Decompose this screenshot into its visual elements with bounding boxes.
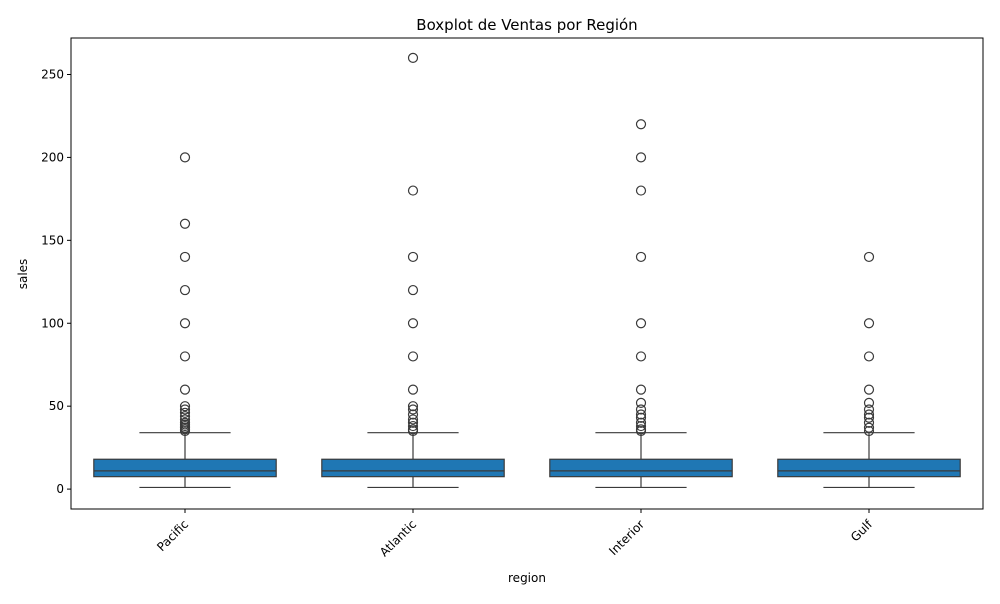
outlier-point — [635, 251, 647, 263]
outlier-point — [635, 119, 647, 130]
plot-frame — [70, 37, 984, 510]
x-axis-label: region — [508, 571, 546, 585]
outlier-point — [179, 218, 191, 229]
y-tick-label: 150 — [41, 233, 64, 247]
outlier-point — [407, 185, 419, 196]
outlier-point — [863, 397, 875, 408]
outlier-point — [635, 318, 647, 329]
outlier-point — [635, 185, 647, 196]
chart-title: Boxplot de Ventas por Región — [416, 16, 637, 34]
outlier-point — [407, 284, 419, 296]
outlier-point — [407, 409, 419, 420]
box-gulf — [777, 458, 961, 478]
x-tick-label: Interior — [606, 517, 647, 558]
outlier-point — [407, 414, 419, 425]
y-tick-label: 0 — [56, 482, 64, 496]
outlier-point — [179, 414, 191, 425]
outlier-point — [863, 404, 875, 415]
outlier-point — [863, 384, 875, 395]
y-tick-label: 50 — [49, 399, 64, 413]
y-axis-label: sales — [16, 259, 30, 290]
outlier-point — [635, 351, 647, 362]
outlier-point — [179, 351, 191, 362]
outlier-point — [863, 422, 875, 433]
x-tick-label: Pacific — [154, 517, 191, 554]
box-atlantic — [321, 458, 505, 478]
box-pacific — [93, 458, 277, 478]
outlier-point — [635, 424, 647, 435]
outlier-point — [863, 318, 875, 329]
x-tick-label: Atlantic — [377, 517, 419, 559]
y-tick-label: 250 — [41, 67, 64, 81]
outlier-point — [635, 397, 647, 408]
outlier-point — [407, 52, 419, 64]
outlier-point — [179, 417, 191, 428]
outlier-point — [179, 384, 191, 395]
x-tick-label: Gulf — [848, 517, 876, 545]
outlier-point — [635, 417, 647, 428]
outlier-point — [635, 152, 647, 163]
outlier-point — [179, 401, 191, 412]
outlier-point — [407, 424, 419, 435]
outlier-point — [635, 384, 647, 395]
outlier-point — [179, 284, 191, 296]
outlier-point — [635, 409, 647, 420]
outlier-point — [863, 351, 875, 362]
y-tick-label: 200 — [41, 150, 64, 164]
y-tick-label: 100 — [41, 316, 64, 330]
outlier-point — [863, 409, 875, 420]
outlier-point — [179, 251, 191, 263]
outlier-point — [863, 417, 875, 428]
outlier-point — [635, 412, 647, 423]
outlier-point — [407, 420, 419, 432]
outlier-point — [407, 251, 419, 263]
outlier-point — [863, 412, 875, 423]
outlier-point — [863, 251, 875, 263]
outlier-point — [407, 384, 419, 395]
outlier-point — [635, 420, 647, 432]
outlier-point — [179, 152, 191, 163]
outlier-point — [635, 404, 647, 415]
outlier-point — [407, 351, 419, 362]
outlier-point — [407, 404, 419, 415]
outlier-point — [179, 404, 191, 415]
outlier-point — [407, 417, 419, 428]
outlier-point — [407, 318, 419, 329]
outlier-point — [179, 407, 191, 418]
plot-area: 0 50 100 150 200 250 Pacific Atlantic Interior Gu… — [41, 37, 984, 559]
box-interior — [549, 458, 733, 478]
outlier-point — [863, 425, 875, 437]
outlier-point — [179, 411, 191, 422]
outlier-point — [407, 401, 419, 412]
outlier-point — [179, 318, 191, 329]
